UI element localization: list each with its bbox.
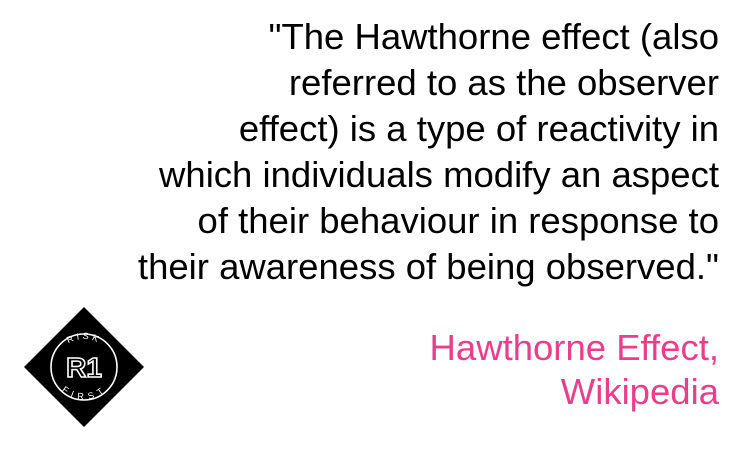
risk-first-logo-icon: RISK FIRST R1 [24,307,144,427]
attribution-line: Hawthorne Effect, [429,327,719,368]
quote-line: referred to as the observer [288,62,719,103]
logo-diamond [24,307,144,427]
quote-line: "The Hawthorne effect (also [268,16,719,57]
logo-monogram: R1 [66,352,102,383]
quote-line: effect) is a type of reactivity in [238,108,719,149]
quote-attribution: Hawthorne Effect, Wikipedia [430,326,719,414]
attribution-line: Wikipedia [560,371,719,412]
quote-text: "The Hawthorne effect (also referred to … [9,14,719,290]
quote-line: their awareness of being observed." [137,246,719,287]
logo-ring [50,333,118,401]
quote-line: of their behaviour in response to [197,200,719,241]
quote-line: which individuals modify an aspect [159,154,719,195]
